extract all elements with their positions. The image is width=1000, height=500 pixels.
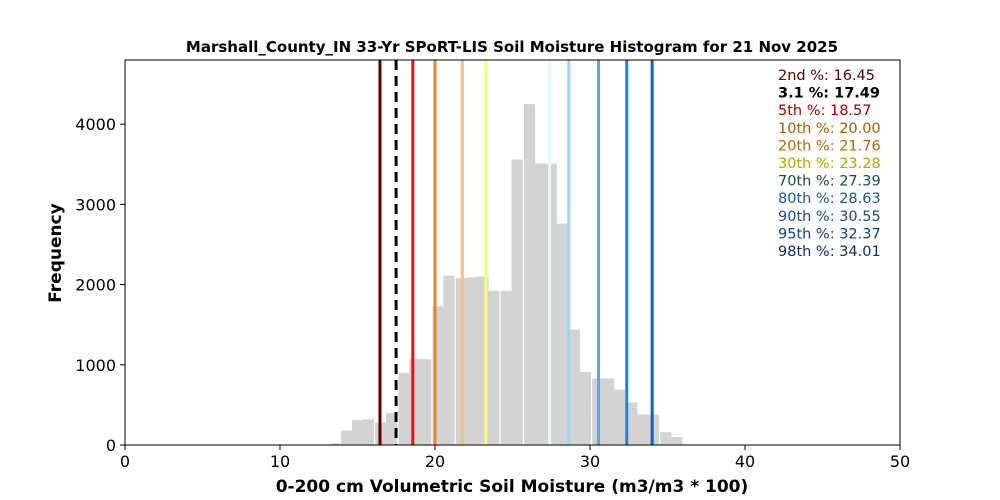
bars-group: [330, 104, 683, 446]
x-axis-label: 0-200 cm Volumetric Soil Moisture (m3/m3…: [276, 477, 749, 497]
histogram-bar: [579, 372, 591, 445]
x-tick-label: 10: [270, 452, 290, 471]
histogram-bar: [660, 432, 672, 445]
histogram-bar: [477, 276, 489, 445]
legend-entry: 30th %: 23.28: [778, 156, 881, 172]
histogram-bar: [443, 275, 455, 445]
histogram-bar: [511, 159, 523, 445]
histogram-bar: [432, 306, 444, 445]
histogram-bar: [637, 414, 649, 445]
plot-frame: [124, 59, 901, 446]
histogram-bar: [330, 443, 342, 445]
chart-title: Marshall_County_IN 33-Yr SPoRT-LIS Soil …: [186, 38, 838, 56]
y-tick-label: 1000: [75, 356, 116, 375]
legend-entry: 70th %: 27.39: [778, 174, 881, 190]
legend-entry: 3.1 %: 17.49: [778, 86, 880, 102]
histogram-bar: [341, 430, 353, 445]
legend-entry: 90th %: 30.55: [778, 209, 881, 225]
y-axis-ticks: 0 1000 2000 3000 4000: [75, 115, 125, 455]
y-tick-label: 3000: [75, 195, 116, 214]
legend-entry: 2nd %: 16.45: [778, 68, 875, 84]
histogram-bar: [488, 291, 500, 445]
y-tick-label: 0: [106, 436, 116, 455]
histogram-bar: [351, 420, 364, 445]
histogram-bar: [362, 419, 374, 445]
legend-entry: 80th %: 28.63: [778, 191, 881, 207]
legend-entry: 98th %: 34.01: [778, 244, 881, 260]
histogram-bar: [409, 359, 421, 445]
x-axis-ticks: 0 10 20 30 40 50: [120, 445, 910, 471]
x-tick-label: 20: [425, 452, 445, 471]
histogram-bar: [556, 223, 568, 445]
histogram-bar: [603, 378, 615, 445]
histogram-bar: [523, 104, 536, 446]
x-tick-label: 30: [580, 452, 600, 471]
histogram-bar: [466, 277, 478, 445]
histogram-bar: [534, 163, 546, 445]
histogram-bar: [613, 389, 626, 445]
legend-entry: 95th %: 32.37: [778, 226, 881, 242]
legend-entry: 10th %: 20.00: [778, 121, 881, 137]
histogram-bar: [500, 291, 512, 445]
histogram-bar: [386, 412, 398, 445]
x-tick-label: 50: [890, 452, 910, 471]
histogram-bar: [671, 436, 683, 445]
histogram-bar: [420, 359, 432, 445]
legend-entry: 20th %: 21.76: [778, 138, 881, 154]
y-tick-label: 4000: [75, 115, 116, 134]
histogram-bar: [568, 329, 581, 445]
percentile-lines-group: [378, 60, 654, 445]
y-tick-label: 2000: [75, 276, 116, 295]
histogram-bar: [398, 372, 410, 445]
legend-entry: 5th %: 18.57: [778, 103, 872, 119]
x-tick-label: 0: [120, 452, 130, 471]
y-axis-label: Frequency: [46, 203, 66, 303]
histogram-bar: [626, 402, 638, 445]
histogram-bar: [545, 163, 557, 445]
x-tick-label: 40: [735, 452, 755, 471]
